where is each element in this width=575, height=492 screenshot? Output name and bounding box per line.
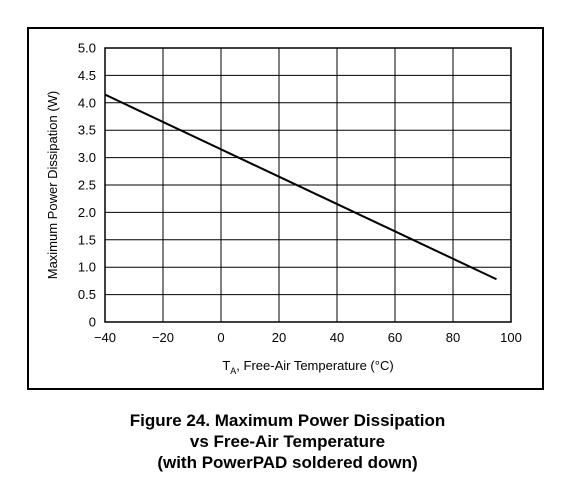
x-tick-label: 60 bbox=[388, 330, 402, 345]
y-tick-label: 2.5 bbox=[78, 178, 96, 193]
x-tick-label: −20 bbox=[152, 330, 174, 345]
tick-labels: −40 −20 0 20 40 60 80 100 0 0.5 1.0 1.5 2.0 2.5 3.0 3.5… bbox=[78, 41, 522, 346]
y-tick-label: 1.5 bbox=[78, 232, 96, 247]
y-tick-label: 3.0 bbox=[78, 150, 96, 165]
plot-area bbox=[104, 47, 512, 323]
y-tick-label: 5.0 bbox=[78, 41, 96, 56]
y-tick-label: 3.5 bbox=[78, 123, 96, 138]
y-tick-label: 1.0 bbox=[78, 260, 96, 275]
x-tick-label: 20 bbox=[272, 330, 286, 345]
figure-caption: Figure 24. Maximum Power Dissipation vs … bbox=[0, 410, 575, 473]
x-tick-label: 100 bbox=[500, 330, 522, 345]
caption-line-3: (with PowerPAD soldered down) bbox=[157, 453, 418, 472]
x-axis-label-subscript: A bbox=[230, 366, 236, 376]
y-tick-label: 2.0 bbox=[78, 205, 96, 220]
y-tick-label: 4.5 bbox=[78, 68, 96, 83]
y-axis-label: Maximum Power Dissipation (W) bbox=[45, 91, 60, 280]
y-tick-label: 4.0 bbox=[78, 95, 96, 110]
x-tick-label: 0 bbox=[217, 330, 224, 345]
x-axis-label: TA, Free-Air Temperature (°C) bbox=[222, 358, 393, 376]
y-tick-label: 0.5 bbox=[78, 287, 96, 302]
series-line bbox=[104, 93, 497, 281]
series bbox=[104, 93, 497, 281]
x-tick-label: −40 bbox=[94, 330, 116, 345]
chart-frame bbox=[27, 27, 544, 390]
grid bbox=[105, 48, 511, 322]
x-axis-label-rest: , Free-Air Temperature (°C) bbox=[236, 358, 393, 373]
x-tick-label: 80 bbox=[446, 330, 460, 345]
caption-line-2: vs Free-Air Temperature bbox=[189, 432, 386, 451]
y-tick-label: 0 bbox=[89, 315, 96, 330]
x-tick-label: 40 bbox=[330, 330, 344, 345]
x-axis-label-main: T bbox=[222, 358, 230, 373]
caption-line-1: Figure 24. Maximum Power Dissipation bbox=[129, 411, 446, 430]
power-dissipation-chart: −40 −20 0 20 40 60 80 100 0 0.5 1.0 1.5 2.0 2.5 3.0 3.5… bbox=[45, 41, 522, 377]
